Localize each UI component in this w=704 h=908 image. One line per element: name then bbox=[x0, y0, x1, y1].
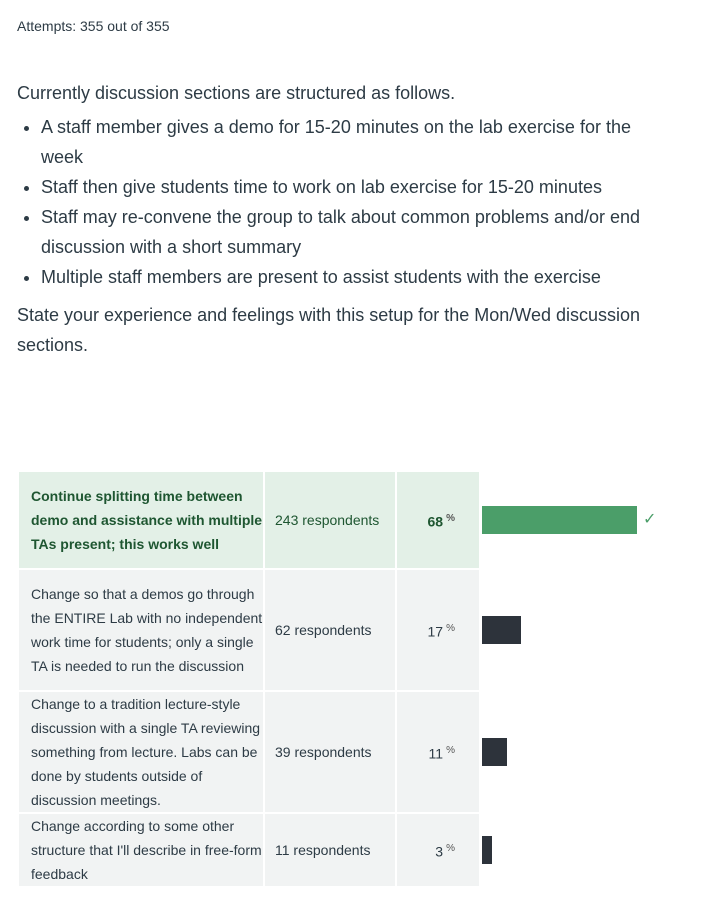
bullet-item: A staff member gives a demo for 15-20 mi… bbox=[41, 112, 657, 172]
percent-sign: % bbox=[446, 622, 455, 634]
answer-text: Continue splitting time between demo and… bbox=[19, 472, 263, 568]
answer-row-correct: Continue splitting time between demo and… bbox=[19, 472, 682, 568]
respondent-count: 62 respondents bbox=[265, 570, 395, 690]
percent-bar bbox=[482, 738, 508, 766]
answer-row: Change to a tradition lecture-style disc… bbox=[19, 692, 682, 812]
correct-check-icon: ✓ bbox=[643, 511, 657, 528]
percent-value: 68 bbox=[427, 513, 444, 530]
percent-bar bbox=[482, 506, 637, 534]
answer-percent: 68% bbox=[397, 472, 479, 568]
answer-text: Change so that a demos go through the EN… bbox=[19, 570, 263, 690]
percent-value: 3 bbox=[435, 843, 444, 860]
answer-text: Change to a tradition lecture-style disc… bbox=[19, 692, 263, 812]
question-intro: Currently discussion sections are struct… bbox=[17, 83, 456, 103]
respondent-count: 11 respondents bbox=[265, 814, 395, 886]
question-bullets: A staff member gives a demo for 15-20 mi… bbox=[17, 112, 657, 292]
answer-percent: 17% bbox=[397, 570, 479, 690]
attempts-count: Attempts: 355 out of 355 bbox=[17, 18, 170, 34]
respondent-count: 39 respondents bbox=[265, 692, 395, 812]
answer-text: Change according to some other structure… bbox=[19, 814, 263, 886]
percent-sign: % bbox=[446, 744, 455, 756]
answer-results-table: Continue splitting time between demo and… bbox=[17, 470, 684, 888]
percent-value: 11 bbox=[428, 745, 444, 762]
answer-percent: 3% bbox=[397, 814, 479, 886]
percent-value: 17 bbox=[427, 623, 444, 640]
answer-percent: 11% bbox=[397, 692, 479, 812]
bullet-item: Multiple staff members are present to as… bbox=[41, 262, 657, 292]
answer-row: Change according to some other structure… bbox=[19, 814, 682, 886]
percent-bar bbox=[482, 616, 521, 644]
percent-bar bbox=[482, 836, 492, 864]
answer-row: Change so that a demos go through the EN… bbox=[19, 570, 682, 690]
percent-sign: % bbox=[446, 512, 455, 524]
percent-sign: % bbox=[446, 842, 455, 854]
bullet-item: Staff then give students time to work on… bbox=[41, 172, 657, 202]
question-prompt: State your experience and feelings with … bbox=[17, 305, 641, 355]
respondent-count: 243 respondents bbox=[265, 472, 395, 568]
bullet-item: Staff may re-convene the group to talk a… bbox=[41, 202, 657, 262]
question-text: Currently discussion sections are struct… bbox=[17, 78, 657, 360]
